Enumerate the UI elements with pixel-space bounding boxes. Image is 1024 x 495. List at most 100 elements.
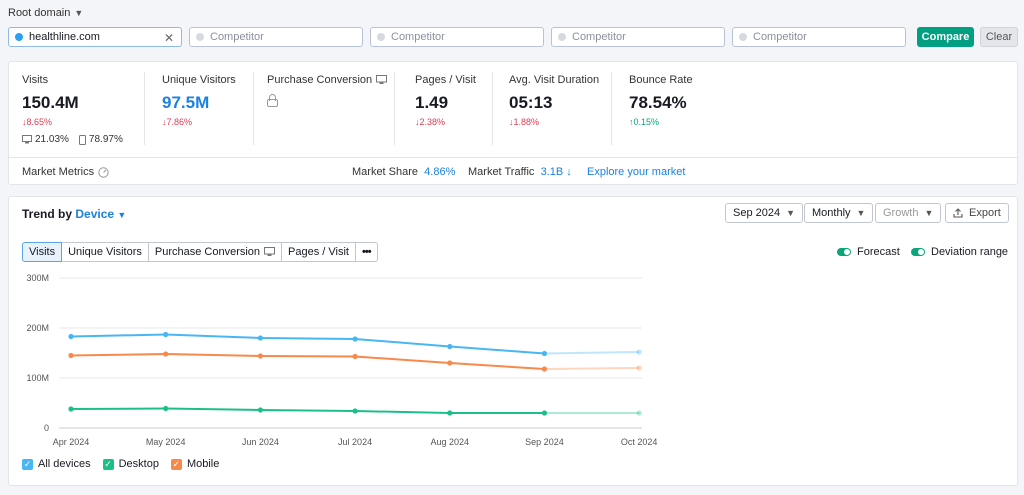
market-traffic-value: 3.1B ↓ xyxy=(540,166,572,178)
data-point xyxy=(447,343,453,350)
toggle-switch-icon xyxy=(837,248,851,256)
metric-unique-visitors: Unique Visitors 97.5M ↓7.86% xyxy=(149,62,253,157)
data-point xyxy=(68,333,74,340)
checkbox-checked-icon: ✓ xyxy=(170,458,182,470)
metric-delta: ↓2.38% xyxy=(415,117,446,127)
root-domain-label: Root domain xyxy=(8,7,71,19)
more-tabs-button[interactable]: ••• xyxy=(356,242,378,262)
series-line xyxy=(70,333,545,355)
metric-avg-visit-duration: Avg. Visit Duration 05:13 ↓1.88% xyxy=(496,62,611,157)
checkbox-checked-icon: ✓ xyxy=(22,458,33,470)
data-point xyxy=(163,405,169,412)
domain-bar: Root domain ▼ healthline.com ✕ Competito… xyxy=(0,0,1024,56)
trend-dimension-dropdown[interactable]: Device ▼ xyxy=(75,207,126,221)
competitor-placeholder: Competitor xyxy=(210,31,264,43)
date-select-value: Sep 2024 xyxy=(733,207,781,219)
trend-title: Trend by Device ▼ xyxy=(22,207,126,221)
clear-button[interactable]: Clear xyxy=(980,27,1018,47)
legend-label: Mobile xyxy=(186,458,220,470)
trend-dimension-value: Device xyxy=(75,207,115,221)
tab-purchase-conversion[interactable]: Purchase Conversion xyxy=(148,242,283,262)
date-select[interactable]: Sep 2024 ▼ xyxy=(725,203,804,223)
tab-unique-visitors[interactable]: Unique Visitors xyxy=(62,242,149,262)
metric-value: 150.4M xyxy=(22,93,79,112)
data-point xyxy=(636,365,642,371)
competitor-input-1[interactable]: Competitor xyxy=(189,27,363,47)
x-tick-label: Oct 2024 xyxy=(621,437,658,447)
data-point xyxy=(636,410,642,416)
metric-label: Avg. Visit Duration xyxy=(509,74,600,86)
forecast-line xyxy=(544,367,640,370)
data-point xyxy=(352,336,358,342)
metric-label: Pages / Visit xyxy=(415,74,476,86)
metric-pages-per-visit: Pages / Visit 1.49 ↓2.38% xyxy=(402,62,492,157)
x-tick-label: Aug 2024 xyxy=(430,437,469,447)
deviation-range-toggle[interactable]: Deviation range xyxy=(911,246,1008,258)
y-tick-label: 300M xyxy=(26,273,49,283)
desktop-share: 21.03% xyxy=(22,134,69,145)
compare-button[interactable]: Compare xyxy=(917,27,974,47)
metric-value: 05:13 xyxy=(509,93,553,112)
divider xyxy=(394,72,395,145)
forecast-line xyxy=(544,351,640,355)
metric-delta: ↓7.86% xyxy=(162,117,193,127)
x-tick-label: Sep 2024 xyxy=(525,437,564,447)
data-point xyxy=(352,353,358,360)
forecast-label: Forecast xyxy=(857,246,900,258)
data-point xyxy=(163,331,169,338)
legend-label: All devices xyxy=(38,458,91,470)
root-domain-dropdown[interactable]: Root domain ▼ xyxy=(8,7,83,19)
competitor-input-2[interactable]: Competitor xyxy=(370,27,544,47)
y-tick-label: 0 xyxy=(44,423,49,433)
competitor-input-3[interactable]: Competitor xyxy=(551,27,725,47)
deviation-label: Deviation range xyxy=(931,246,1009,258)
competitor-dot xyxy=(377,33,385,41)
legend-item-mobile[interactable]: ✓ Mobile xyxy=(170,458,220,470)
divider xyxy=(144,72,145,145)
metric-visits: Visits 150.4M ↓8.65% 21.03% 78.97% xyxy=(9,62,144,157)
chevron-down-icon: ▼ xyxy=(924,208,934,218)
data-point xyxy=(257,335,263,341)
device-split: 21.03% 78.97% xyxy=(22,134,144,145)
tab-pages-per-visit[interactable]: Pages / Visit xyxy=(282,242,356,262)
legend-item-all-devices[interactable]: ✓ All devices xyxy=(22,458,91,470)
metric-bounce-rate: Bounce Rate 78.54% ↑0.15% xyxy=(616,62,736,157)
period-select-value: Monthly xyxy=(812,207,851,219)
domain-input[interactable]: healthline.com ✕ xyxy=(8,27,182,47)
trend-card: Trend by Device ▼ Sep 2024 ▼ Monthly ▼ G… xyxy=(8,196,1018,486)
growth-select-value: Growth xyxy=(883,207,919,219)
explore-market-link[interactable]: Explore your market xyxy=(587,166,686,178)
data-point xyxy=(257,353,263,359)
data-point xyxy=(541,410,548,416)
lock-icon[interactable] xyxy=(267,94,278,107)
metric-value: 78.54% xyxy=(629,93,687,112)
data-point xyxy=(447,410,453,416)
data-point xyxy=(636,349,642,355)
legend-label: Desktop xyxy=(118,458,159,470)
series-line xyxy=(70,407,545,414)
divider xyxy=(611,72,612,145)
trend-title-prefix: Trend by xyxy=(22,207,73,221)
legend-item-desktop[interactable]: ✓ Desktop xyxy=(102,458,159,470)
growth-select[interactable]: Growth ▼ xyxy=(875,203,942,223)
chevron-down-icon: ▼ xyxy=(74,8,84,18)
export-button[interactable]: Export xyxy=(945,203,1009,223)
clear-domain-icon[interactable]: ✕ xyxy=(163,31,174,45)
metric-value[interactable]: 97.5M xyxy=(162,93,210,112)
market-share: Market Share 4.86% xyxy=(352,166,455,178)
period-select[interactable]: Monthly ▼ xyxy=(804,203,874,223)
y-tick-label: 100M xyxy=(26,373,49,383)
chart-legend: ✓ All devices ✓ Desktop ✓ Mobile xyxy=(22,458,219,470)
competitor-placeholder: Competitor xyxy=(391,31,445,43)
competitor-dot xyxy=(196,33,204,41)
data-point xyxy=(447,360,453,366)
divider xyxy=(253,72,254,145)
forecast-toggle[interactable]: Forecast xyxy=(837,246,900,258)
competitor-input-4[interactable]: Competitor xyxy=(732,27,906,47)
desktop-icon xyxy=(22,135,32,144)
desktop-icon xyxy=(376,75,388,84)
metric-label: Unique Visitors xyxy=(162,74,236,86)
tab-visits[interactable]: Visits xyxy=(22,242,63,262)
series-line xyxy=(70,352,545,370)
data-point xyxy=(68,352,74,359)
